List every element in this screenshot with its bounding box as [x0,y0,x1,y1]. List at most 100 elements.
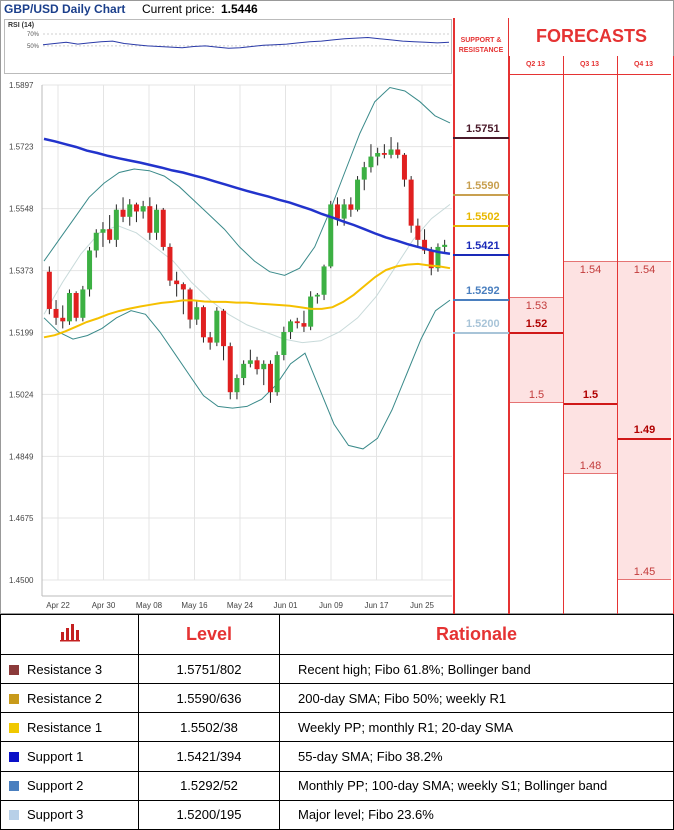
candle-body [361,167,367,180]
forecast-quarter-label: Q2 13 [525,61,546,68]
candle-body [227,346,233,393]
candle-body [375,153,381,157]
candle-body [415,225,421,240]
candle-body [66,292,72,322]
y-tick-label: 1.5548 [9,205,34,214]
forecast-header-rule [617,74,671,75]
candle-body [127,204,133,217]
support-resistance-header: SUPPORT & RESISTANCE [453,36,509,56]
forecast-low-label: 1.5 [528,388,545,401]
table-icon-cell [0,614,139,655]
candle-body [140,206,146,212]
candle-body [388,149,394,155]
level-rationale: Weekly PP; monthly R1; 20-day SMA [279,712,674,743]
sr-level-label: 1.5590 [466,179,500,192]
candle [73,291,79,322]
level-name: Support 2 [27,778,84,794]
level-name: Resistance 2 [27,690,103,706]
candle-body [428,250,434,269]
forecast-column [509,56,563,614]
level-color-swatch [9,781,19,792]
candle-body [200,307,206,338]
price-chart: 1.5897 1.5723 1.5548 1.5373 1.5199 1.5024 1.48… [4,78,452,614]
candle [80,285,86,322]
table-row: Resistance 3 1.5751/802 Recent high; Fibo … [0,653,674,685]
forecasts-title: FORECASTS [535,26,647,46]
candle [194,300,200,325]
table-header-rationale: Rationale [279,614,674,655]
candle [361,161,367,191]
candle-body [355,179,361,210]
level-color-swatch [9,693,19,704]
candle [113,204,119,247]
candle [267,360,273,403]
candle [308,291,314,331]
forecast-mid-line [618,438,671,441]
candle-body [87,250,93,290]
candle-body [147,206,153,233]
level-rationale: 55-day SMA; Fibo 38.2% [279,741,674,772]
level-name-cell: Resistance 2 [0,683,139,714]
forecast-mid-line [510,332,563,334]
level-name-cell: Resistance 3 [0,653,139,685]
rsi-level-label: 50% [27,44,40,50]
x-tick-label: May 08 [136,601,163,610]
bollinger-upper-line [43,86,451,276]
level-name-cell: Support 2 [0,770,139,801]
candle-body [267,363,273,393]
candle [154,204,160,240]
candle [87,246,93,297]
candle-body [100,229,106,233]
candle [442,239,448,255]
x-tick-label: Jun 17 [364,601,389,610]
candle [408,176,414,233]
candle [294,317,300,329]
level-value: 1.5590/636 [138,683,280,714]
candle [415,218,421,247]
x-tick-label: Jun 09 [319,601,344,610]
candle-body [254,360,260,370]
candle [187,287,193,329]
candle [174,271,180,297]
rsi-label: RSI (14) [8,22,35,29]
candle-body [281,331,287,355]
sr-header-line2: RESISTANCE [458,47,504,54]
forecast-mid-label: 1.52 [525,318,548,330]
support-resistance-column [453,18,509,614]
candle-body [442,244,448,247]
forecast-mid-label: 1.5 [582,388,599,401]
candle-body [241,363,247,379]
candle [214,307,220,347]
y-tick-label: 1.4500 [9,576,34,585]
x-tick-label: Jun 25 [410,601,435,610]
candle [247,349,253,368]
candle-body [180,284,186,290]
candle-body [107,229,113,240]
sr-level-label: 1.5421 [466,239,500,252]
candle [241,360,247,386]
y-tick-label: 1.5024 [9,390,34,399]
y-tick-label: 1.4675 [9,514,34,523]
forecast-high-label: 1.54 [579,264,602,277]
candle [388,137,394,159]
candle [167,243,173,286]
forecast-range-box [564,261,617,474]
candle [301,310,307,332]
candle-body [301,323,307,327]
forecast-column [563,56,617,614]
sr-level-line [453,225,509,227]
current-price-label: Current price: [142,2,215,16]
candle-body [328,204,334,267]
candle [127,199,133,226]
candle-body [214,310,220,343]
table-row: Support 3 1.5200/195 Major level; Fibo 23.… [0,799,674,830]
candle-body [160,209,166,247]
candle [107,215,113,244]
level-color-swatch [9,664,19,675]
y-tick-label: 1.5199 [9,328,34,337]
candle-body [167,246,173,281]
candle [200,305,206,343]
forecast-quarter-label: Q4 13 [633,61,654,68]
y-tick-label: 1.5373 [9,267,34,276]
level-value: 1.5751/802 [138,653,280,685]
